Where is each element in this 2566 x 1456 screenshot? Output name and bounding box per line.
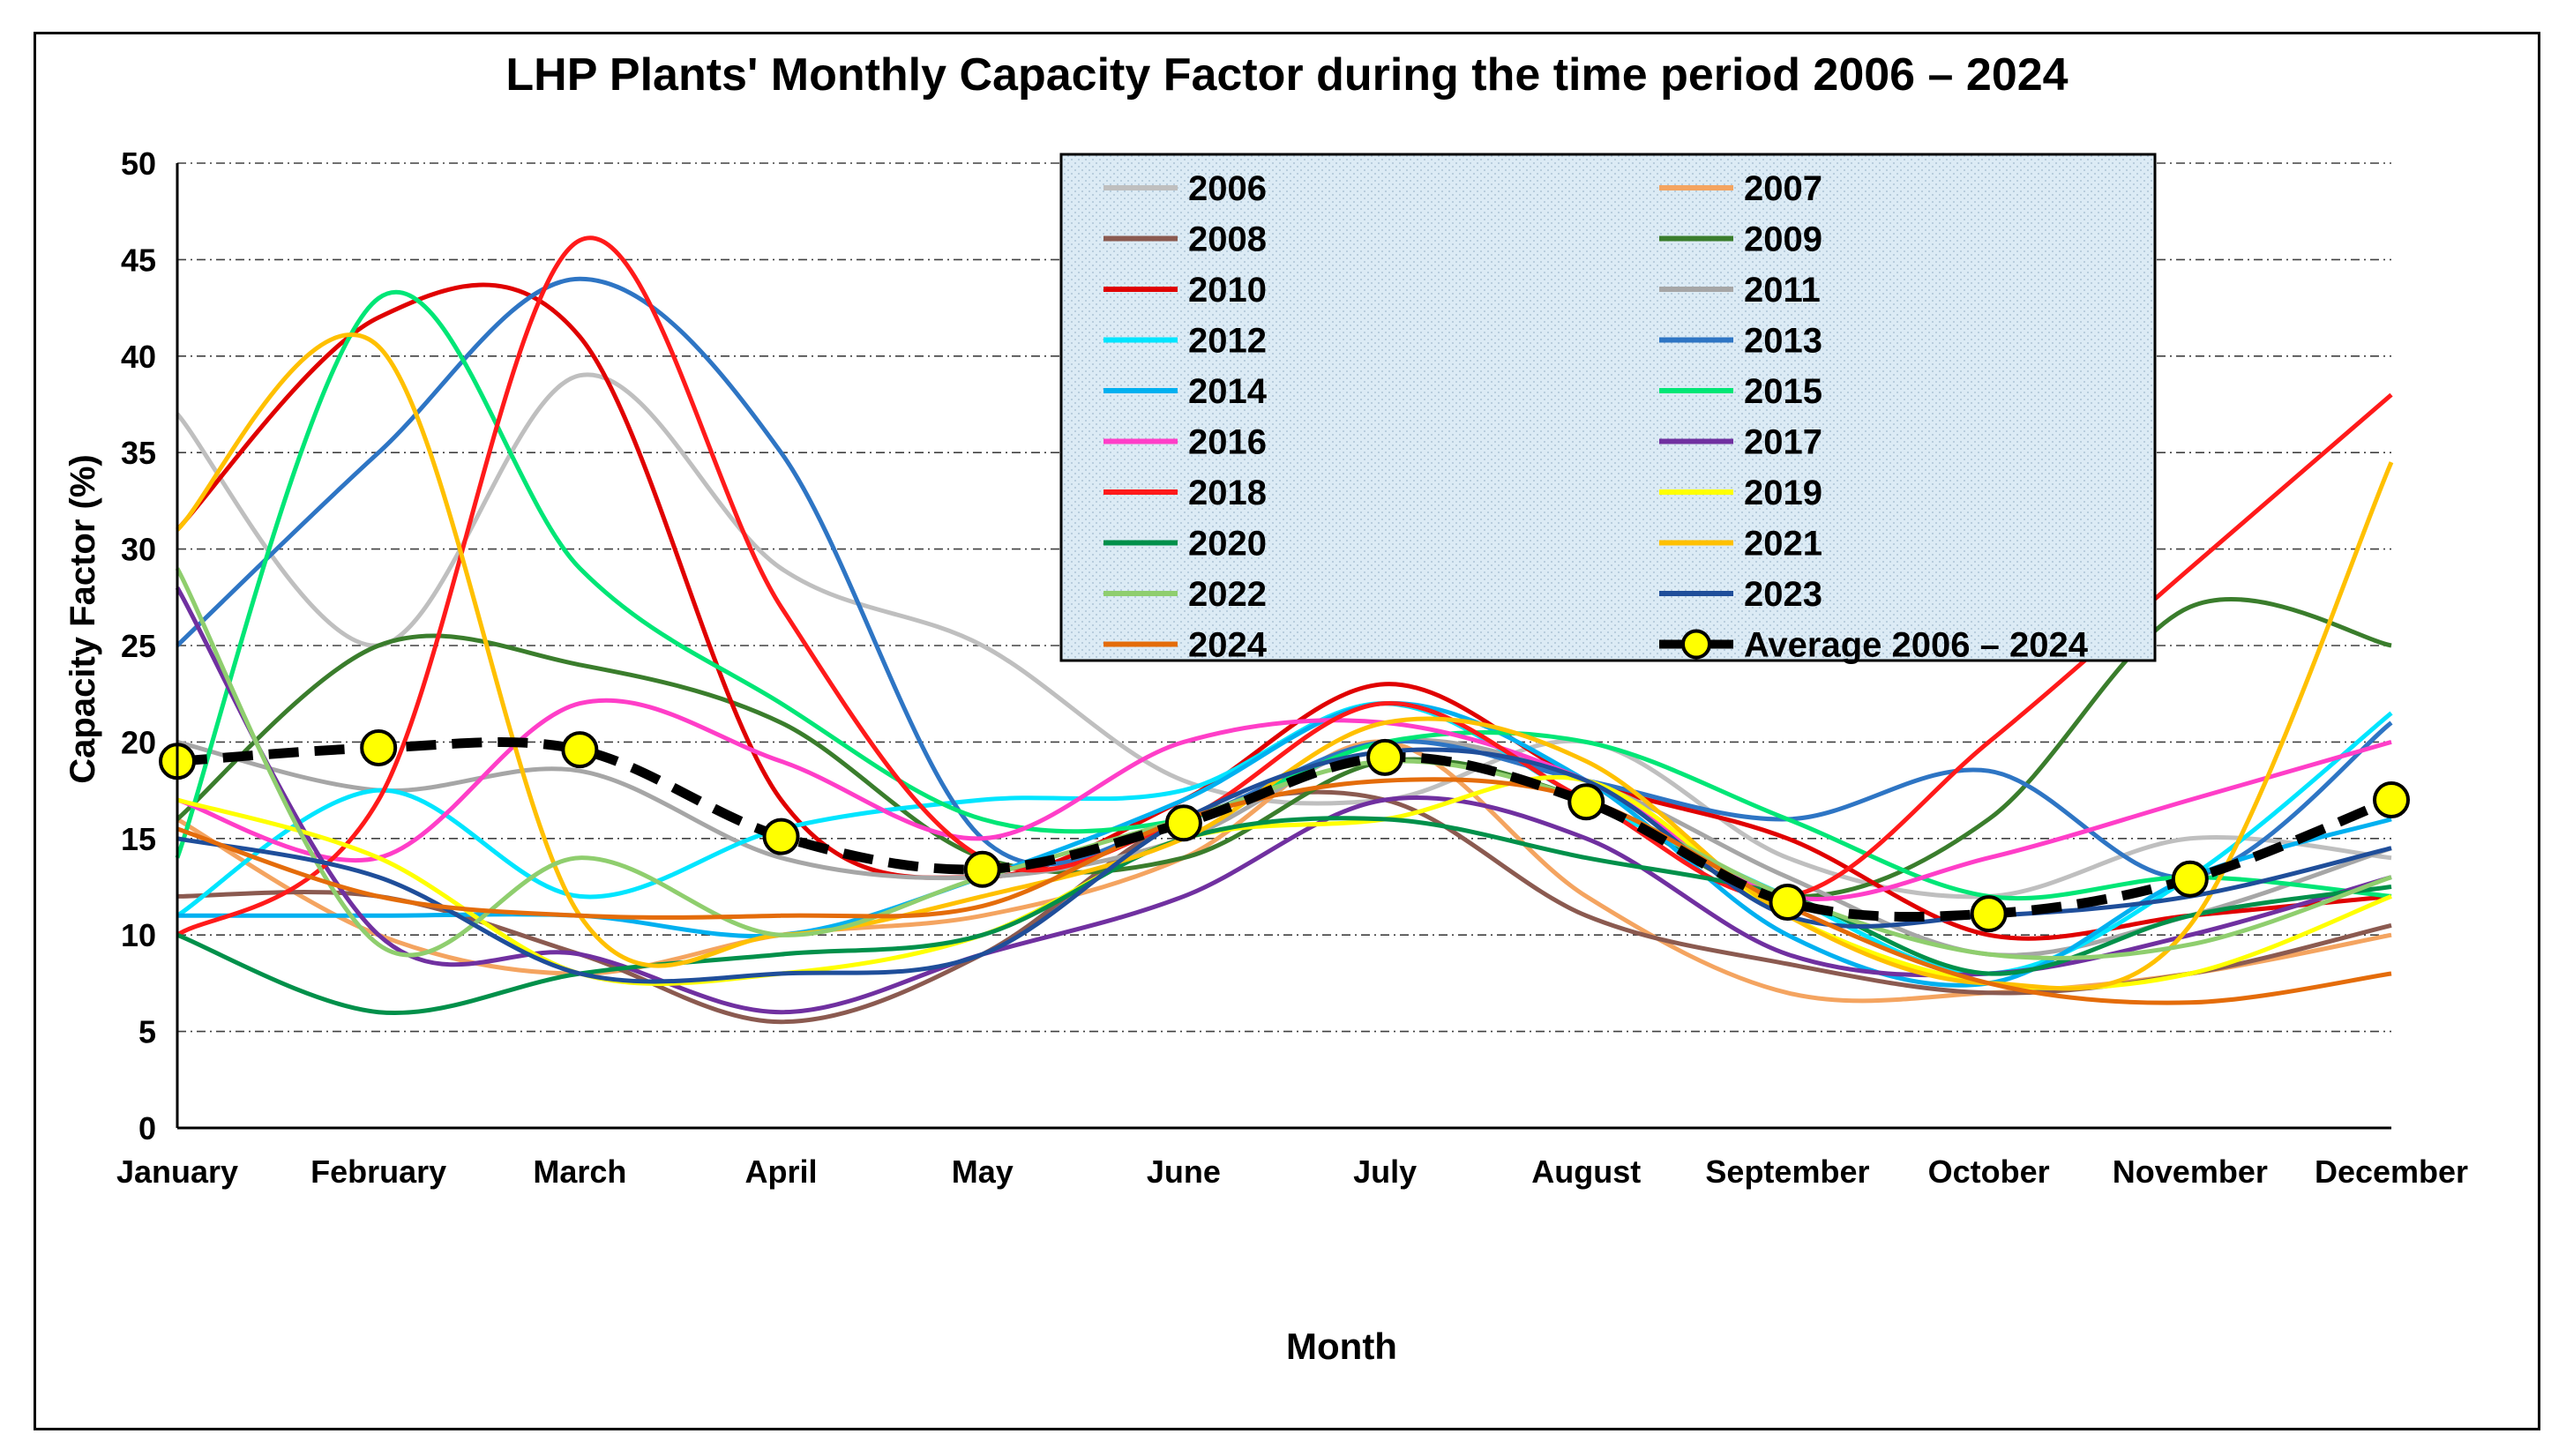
legend-label-2015: 2015: [1744, 372, 1822, 411]
average-point-august: [1567, 783, 1605, 821]
x-tick-label: May: [952, 1154, 1014, 1190]
legend-label-2009: 2009: [1744, 220, 1822, 259]
average-point-march: [561, 731, 599, 769]
legend-box: [1059, 153, 2157, 662]
average-point-may: [963, 850, 1001, 888]
legend-label-2006: 2006: [1188, 169, 1267, 208]
x-tick-label: October: [1928, 1154, 2050, 1190]
series-line-2024: [176, 777, 2392, 1005]
y-tick-label: 35: [121, 435, 156, 471]
legend-label-2023: 2023: [1744, 575, 1822, 614]
average-point-july: [1366, 738, 1404, 776]
y-tick-label: 45: [121, 242, 156, 278]
average-point-september: [1769, 884, 1807, 922]
legend-label-2019: 2019: [1744, 474, 1822, 512]
legend: 2006 2007 2008 2009 2010 2011 2012 2013 2014 2015…: [1059, 153, 2157, 665]
series-line-2020: [176, 816, 2392, 1016]
y-axis-label: Capacity Factor (%): [64, 454, 102, 783]
legend-label-2013: 2013: [1744, 322, 1822, 361]
series-line-2016: [176, 698, 2392, 901]
x-tick-label: June: [1147, 1154, 1221, 1190]
x-tick-label: July: [1353, 1154, 1417, 1190]
legend-label-2020: 2020: [1188, 525, 1267, 564]
legend-label-2007: 2007: [1744, 169, 1822, 208]
x-tick-label: April: [745, 1154, 818, 1190]
y-tick-label: 40: [121, 339, 156, 375]
average-point-april: [762, 818, 800, 855]
average-point-february: [360, 728, 398, 766]
y-tick-label: 10: [121, 917, 156, 953]
x-tick-labels: January February March April May June July Augu…: [116, 1154, 2468, 1190]
average-point-october: [1970, 895, 2008, 933]
legend-label-2010: 2010: [1188, 271, 1267, 310]
y-tick-labels: 0 5 10 15 20 25 30 35 40 45 50: [121, 146, 156, 1146]
y-tick-label: 0: [138, 1110, 156, 1146]
series-line-average-2006-2024: [176, 737, 2394, 922]
y-tick-label: 25: [121, 628, 156, 664]
y-tick-label: 30: [121, 532, 156, 568]
y-tick-label: 5: [138, 1014, 156, 1050]
x-tick-label: March: [533, 1154, 626, 1190]
x-tick-label: August: [1531, 1154, 1641, 1190]
legend-marker-average-2006-2024: [1681, 629, 1711, 660]
legend-label-2008: 2008: [1188, 220, 1267, 259]
legend-label-2011: 2011: [1744, 271, 1821, 310]
x-tick-label: November: [2113, 1154, 2268, 1190]
chart-canvas: LHP Plants' Monthly Capacity Factor duri…: [64, 49, 2468, 1367]
axes: [176, 163, 2391, 1130]
legend-label-2018: 2018: [1188, 474, 1267, 512]
chart-title: LHP Plants' Monthly Capacity Factor duri…: [505, 49, 2068, 101]
series-line-2009: [176, 596, 2392, 900]
legend-label-2016: 2016: [1188, 423, 1267, 462]
average-point-june: [1164, 804, 1202, 842]
x-tick-label: February: [310, 1154, 446, 1190]
x-tick-label: January: [116, 1154, 238, 1190]
legend-label-2014: 2014: [1188, 372, 1268, 411]
y-tick-label: 15: [121, 821, 156, 857]
legend-label-2012: 2012: [1188, 322, 1267, 361]
legend-label-2021: 2021: [1744, 525, 1822, 564]
y-tick-label: 50: [121, 146, 156, 182]
y-tick-label: 20: [121, 724, 156, 760]
x-tick-label: September: [1705, 1154, 1869, 1190]
legend-label-average-2006-2024: Average 2006 – 2024: [1744, 626, 2089, 665]
legend-label-2024: 2024: [1188, 626, 1268, 665]
x-tick-label: December: [2315, 1154, 2468, 1190]
legend-label-2017: 2017: [1744, 423, 1822, 462]
average-point-december: [2373, 781, 2410, 819]
x-axis-label: Month: [1286, 1325, 1397, 1367]
average-point-november: [2171, 860, 2209, 898]
chart-frame: LHP Plants' Monthly Capacity Factor duri…: [34, 32, 2540, 1430]
legend-label-2022: 2022: [1188, 575, 1267, 614]
